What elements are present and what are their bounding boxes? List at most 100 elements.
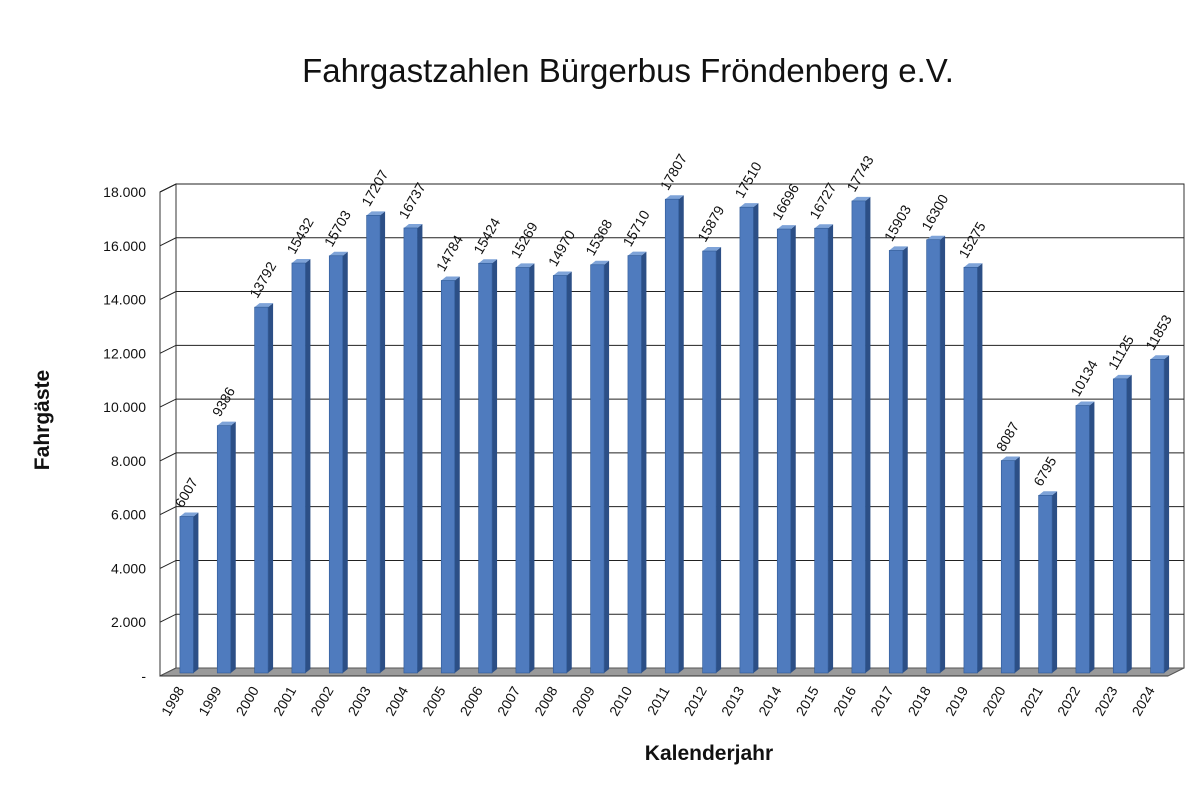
bar-front: [664, 198, 680, 674]
bar-top: [851, 196, 871, 201]
bar-front: [851, 200, 866, 674]
bar-top: [217, 421, 236, 426]
y-tick-label: 10.000: [103, 399, 146, 415]
bar-front: [814, 227, 829, 674]
bar-2013: [739, 203, 759, 674]
bar-side: [716, 247, 722, 674]
bar-front: [179, 516, 194, 674]
bar-top: [329, 251, 348, 256]
x-tick-label: 2011: [644, 683, 673, 717]
bar-front: [440, 280, 456, 674]
bar-top: [702, 247, 722, 252]
bar-side: [1164, 355, 1170, 673]
bar-front: [291, 262, 306, 674]
bar-side: [902, 246, 908, 674]
bar-front: [739, 206, 754, 674]
y-tick-label: 16.000: [103, 238, 146, 254]
x-tick-label: 2000: [232, 683, 262, 718]
bar-side: [417, 223, 423, 673]
x-tick-label: 2021: [1016, 683, 1046, 718]
x-tick-label: 2012: [680, 683, 710, 718]
bar-2024: [1150, 355, 1170, 674]
x-tick-label: 2023: [1091, 683, 1121, 718]
bar-side: [342, 251, 348, 673]
y-tick-label: 2.000: [111, 614, 146, 630]
bar-top: [179, 512, 199, 517]
bar-front: [366, 215, 381, 674]
bar-front: [403, 227, 418, 674]
x-tick-label: 2003: [344, 683, 374, 718]
bar-front: [1038, 494, 1053, 674]
x-tick-label: 2002: [307, 683, 337, 718]
bar-front: [963, 266, 978, 674]
bar-2023: [1112, 374, 1132, 674]
bar-2002: [328, 251, 348, 674]
bar-side: [678, 195, 684, 673]
bar-top: [1001, 456, 1020, 461]
bar-top: [1038, 491, 1058, 496]
bar-2018: [926, 235, 946, 674]
x-tick-label: 2009: [568, 683, 598, 718]
bar-side: [566, 271, 572, 673]
bar-2015: [814, 224, 834, 674]
x-tick-labels: 1998 1999 2000 2001 2002 2003 2004 2005 2006 2007…: [158, 683, 1158, 718]
bars: [179, 195, 1170, 674]
bar-side: [753, 203, 759, 674]
bar-front: [328, 255, 344, 674]
bar-top: [1113, 374, 1132, 379]
gridlines: [159, 183, 1184, 623]
x-tick-label: 2004: [382, 683, 412, 718]
x-tick-label: 2013: [718, 683, 748, 718]
x-tick-label: 2022: [1054, 683, 1084, 718]
gridline: [159, 398, 1184, 408]
bar-top: [665, 195, 684, 200]
y-tick-label: 6.000: [111, 507, 146, 523]
bar-front: [515, 267, 530, 674]
x-tick-label: 2015: [792, 683, 822, 718]
bar-top: [1075, 401, 1095, 406]
bar-front: [1150, 358, 1165, 674]
bar-2020: [1000, 456, 1020, 674]
bar-2016: [851, 196, 871, 674]
x-tick-label: 2008: [531, 683, 561, 718]
x-axis-title: Kalenderjahr: [644, 742, 774, 765]
bar-side: [529, 263, 535, 673]
bar-side: [230, 421, 236, 673]
gridline: [159, 452, 1184, 462]
gridline: [159, 344, 1184, 354]
y-tick-label: 8.000: [111, 453, 146, 469]
bar-top: [515, 263, 535, 268]
x-tick-label: 2020: [979, 683, 1009, 718]
bar-2000: [254, 303, 274, 674]
bar-front: [888, 250, 904, 674]
bar-side: [492, 259, 498, 673]
x-tick-label: 2017: [867, 683, 897, 718]
x-tick-label: 2010: [606, 683, 636, 718]
bar-top: [627, 251, 647, 256]
bar-2019: [963, 263, 983, 674]
bar-front: [216, 425, 232, 674]
bar-top: [963, 263, 983, 268]
bar-side: [1126, 374, 1132, 673]
bar-front: [590, 264, 605, 674]
bar-top: [590, 260, 610, 265]
bar-side: [1089, 401, 1095, 673]
bar-side: [977, 263, 983, 673]
x-tick-label: 2019: [942, 683, 972, 718]
bar-front: [1112, 378, 1128, 674]
y-tick-label: 4.000: [111, 560, 146, 576]
bar-front: [1000, 460, 1016, 674]
bar-1998: [179, 512, 199, 674]
bar-2021: [1038, 491, 1058, 674]
bar-2005: [440, 276, 460, 674]
bar-2007: [515, 263, 535, 674]
bar-top: [291, 259, 311, 264]
bar-side: [1014, 456, 1020, 673]
bar-2010: [627, 251, 647, 674]
bar-2022: [1075, 401, 1095, 674]
y-tick-label: 18.000: [103, 184, 146, 200]
chart-title: Fahrgastzahlen Bürgerbus Fröndenberg e.V…: [302, 52, 954, 89]
x-tick-label: 2001: [270, 683, 300, 718]
bar-top: [889, 246, 908, 251]
